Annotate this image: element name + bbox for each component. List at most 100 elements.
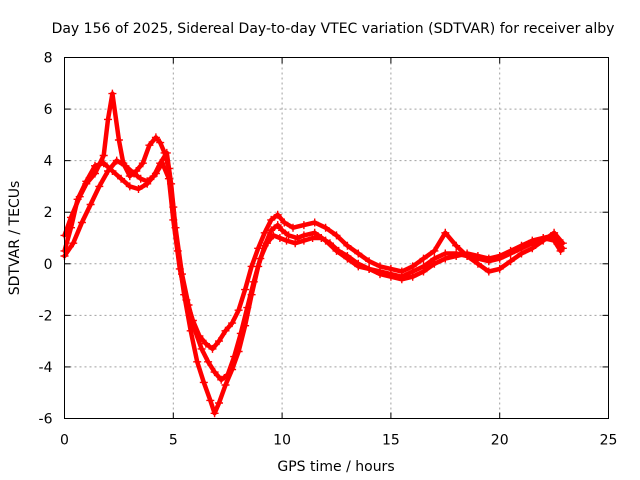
data-point bbox=[108, 167, 117, 175]
data-point bbox=[326, 239, 334, 248]
data-point bbox=[243, 303, 252, 312]
data-point bbox=[269, 231, 278, 240]
y-tick-label: 4 bbox=[44, 154, 53, 170]
data-point bbox=[273, 210, 282, 219]
data-point bbox=[228, 319, 237, 328]
data-point bbox=[299, 236, 308, 245]
data-point bbox=[234, 306, 243, 315]
data-point bbox=[275, 234, 284, 242]
data-point bbox=[354, 259, 363, 268]
data-point bbox=[108, 89, 117, 98]
data-point bbox=[241, 285, 250, 294]
y-tick-label: -4 bbox=[39, 360, 53, 376]
data-point bbox=[299, 221, 308, 230]
data-point bbox=[221, 326, 230, 335]
data-point bbox=[256, 254, 265, 263]
data-point bbox=[151, 133, 160, 142]
data-point bbox=[247, 262, 256, 271]
data-point bbox=[556, 246, 565, 255]
data-point bbox=[419, 267, 428, 276]
data-point bbox=[230, 352, 239, 361]
data-point bbox=[291, 239, 300, 248]
data-point bbox=[175, 264, 184, 273]
data-point bbox=[86, 200, 95, 209]
series-line-1 bbox=[62, 91, 566, 416]
data-point bbox=[473, 252, 482, 260]
data-point bbox=[182, 295, 191, 304]
data-point bbox=[199, 378, 208, 387]
data-point bbox=[99, 159, 108, 168]
data-point bbox=[397, 275, 406, 284]
data-point bbox=[267, 226, 276, 235]
y-axis-ticks: -6 -4 -2 0 2 4 6 8 bbox=[39, 51, 609, 428]
data-point bbox=[193, 357, 202, 366]
data-point bbox=[136, 174, 145, 183]
y-tick-label: 2 bbox=[44, 205, 53, 221]
data-point bbox=[164, 174, 173, 183]
data-point bbox=[104, 115, 112, 124]
data-point bbox=[282, 236, 291, 245]
data-point bbox=[195, 332, 204, 340]
data-point bbox=[138, 159, 147, 168]
x-tick-label: 5 bbox=[169, 433, 178, 449]
data-point bbox=[308, 234, 317, 242]
data-point bbox=[125, 182, 134, 191]
data-point bbox=[386, 264, 395, 273]
data-point bbox=[262, 239, 271, 248]
data-point bbox=[260, 228, 269, 237]
data-point bbox=[125, 172, 134, 181]
x-tick-label: 25 bbox=[600, 433, 618, 449]
y-tick-label: 6 bbox=[44, 102, 53, 118]
data-point bbox=[95, 182, 104, 191]
data-point bbox=[121, 161, 130, 170]
data-point bbox=[236, 329, 245, 338]
data-point bbox=[495, 252, 504, 260]
x-tick-label: 10 bbox=[273, 433, 291, 449]
data-point bbox=[354, 249, 363, 258]
data-point bbox=[208, 344, 217, 353]
data-point bbox=[280, 218, 289, 227]
data-point bbox=[210, 409, 219, 418]
data-point bbox=[397, 267, 406, 276]
data-point bbox=[343, 241, 352, 250]
data-point bbox=[289, 223, 297, 232]
data-point bbox=[517, 241, 526, 250]
data-point bbox=[273, 221, 282, 230]
data-point bbox=[204, 357, 213, 366]
y-axis-label: SDTVAR / TECUs bbox=[7, 181, 23, 296]
data-point bbox=[550, 236, 559, 245]
data-point bbox=[201, 339, 210, 348]
data-point bbox=[130, 169, 139, 178]
series-markers-3 bbox=[60, 159, 567, 353]
data-point bbox=[517, 249, 526, 258]
data-point bbox=[310, 218, 319, 227]
x-tick-label: 15 bbox=[382, 433, 400, 449]
data-point bbox=[249, 277, 258, 286]
data-point bbox=[463, 252, 472, 260]
data-point bbox=[91, 161, 99, 170]
data-point bbox=[284, 231, 293, 240]
data-point bbox=[558, 239, 567, 248]
x-tick-label: 20 bbox=[491, 433, 509, 449]
data-point bbox=[254, 244, 263, 253]
data-point bbox=[441, 228, 450, 237]
data-point bbox=[343, 252, 352, 260]
y-tick-label: -6 bbox=[39, 412, 53, 428]
data-point bbox=[206, 396, 215, 405]
data-point bbox=[145, 141, 154, 150]
data-point bbox=[408, 272, 417, 281]
plot-frame bbox=[64, 57, 609, 419]
y-tick-label: 0 bbox=[44, 257, 53, 273]
data-point bbox=[365, 264, 374, 273]
data-point bbox=[321, 223, 330, 232]
data-point bbox=[376, 270, 384, 279]
data-point bbox=[73, 195, 82, 204]
data-point bbox=[188, 316, 197, 325]
data-point bbox=[156, 138, 165, 147]
x-tick-label: 0 bbox=[60, 433, 69, 449]
data-point bbox=[334, 246, 343, 255]
data-point bbox=[408, 262, 417, 271]
data-point bbox=[317, 234, 326, 242]
y-tick-label: -2 bbox=[39, 308, 53, 324]
data-point bbox=[495, 264, 504, 273]
